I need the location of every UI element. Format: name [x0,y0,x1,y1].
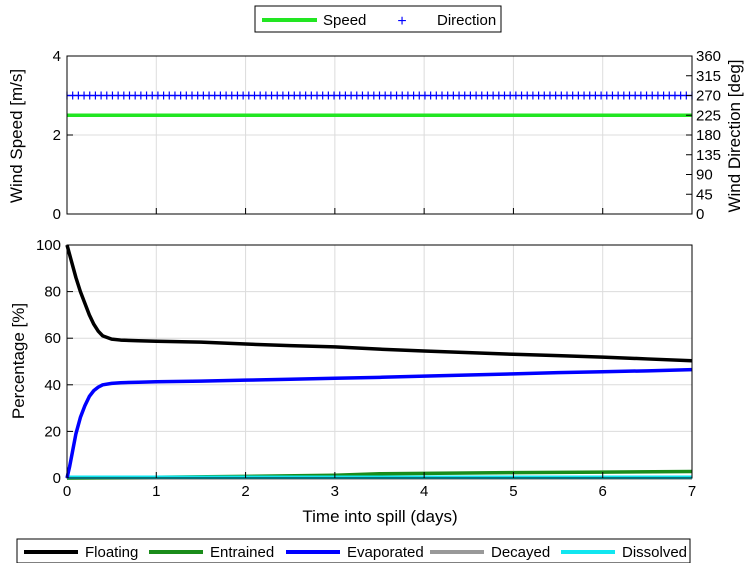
wind-speed-axis-label: Wind Speed [m/s] [7,69,26,203]
wind-direction-tick-label: 360 [696,48,721,65]
wind-speed-tick-label: 2 [53,127,61,144]
time-tick-label: 3 [331,483,339,500]
wind-speed-tick-label: 4 [53,48,61,65]
percentage-tick-label: 40 [44,377,61,394]
mass-balance-plot: 0 20 40 60 80 100 0 1 2 3 4 5 6 7 Percentage [%] Tim… [9,237,696,526]
legend-swatch-direction: + [397,13,406,30]
legend-label-evaporated: Evaporated [347,544,424,561]
legend-label-direction: Direction [437,12,496,29]
percentage-tick-label: 100 [36,237,61,254]
wind-plot: 0 2 4 0 45 90 135 180 225 270 315 360 Wind Speed [… [7,48,744,223]
time-axis-label: Time into spill (days) [302,507,457,526]
wind-speed-tick-label: 0 [53,206,61,223]
legend-label-speed: Speed [323,12,366,29]
legend-label-decayed: Decayed [491,544,550,561]
legend-label-floating: Floating [85,544,138,561]
legend-label-dissolved: Dissolved [622,544,687,561]
bottom-legend: Floating Entrained Evaporated Decayed Di… [16,538,691,563]
percentage-axis-label: Percentage [%] [9,303,28,419]
series-floating [65,244,693,363]
time-tick-label: 6 [599,483,607,500]
wind-direction-tick-label: 270 [696,88,721,105]
wind-direction-tick-label: 135 [696,147,721,164]
percentage-tick-label: 80 [44,284,61,301]
legend-label-entrained: Entrained [210,544,274,561]
wind-direction-tick-label: 90 [696,167,713,184]
time-tick-label: 2 [241,483,249,500]
percentage-tick-label: 0 [53,470,61,487]
series-direction [66,91,693,100]
time-tick-label: 7 [688,483,696,500]
wind-direction-tick-label: 0 [696,206,704,223]
top-legend: Speed + Direction [254,5,502,33]
percentage-tick-label: 20 [44,423,61,440]
wind-direction-tick-label: 180 [696,127,721,144]
percentage-tick-label: 60 [44,330,61,347]
series-evaporated [65,367,693,479]
wind-direction-tick-label: 315 [696,68,721,85]
wind-direction-tick-label: 225 [696,107,721,124]
time-tick-label: 1 [152,483,160,500]
time-tick-label: 4 [420,483,428,500]
wind-direction-tick-label: 45 [696,186,713,203]
time-tick-label: 0 [63,483,71,500]
wind-direction-axis-label: Wind Direction [deg] [725,59,744,212]
time-tick-label: 5 [509,483,517,500]
